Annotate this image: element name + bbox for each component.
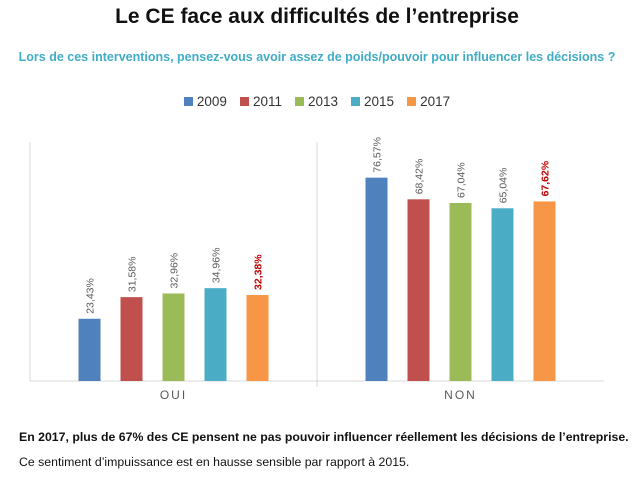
bar-non-2013 bbox=[449, 202, 472, 381]
data-label-non-2011: 68,42% bbox=[414, 159, 426, 195]
category-label-non: NON bbox=[444, 388, 477, 402]
legend-label-2017: 2017 bbox=[420, 94, 451, 109]
legend-label-2009: 2009 bbox=[196, 94, 227, 109]
legend-label-2011: 2011 bbox=[252, 94, 282, 109]
data-label-non-2017: 67,62% bbox=[540, 160, 552, 196]
legend-swatch-2009 bbox=[183, 97, 193, 106]
bar-non-2015 bbox=[491, 208, 514, 381]
legend-item-2011: 2011 bbox=[239, 94, 282, 109]
legend-item-2009: 2009 bbox=[183, 94, 227, 109]
legend-label-2015: 2015 bbox=[364, 94, 395, 109]
chart-legend: 2009 2011 2013 2015 2017 bbox=[0, 94, 634, 109]
note-conclusion: En 2017, plus de 67% des CE pensent ne p… bbox=[19, 430, 629, 444]
note-trend: Ce sentiment d’impuissance est en hausse… bbox=[19, 455, 410, 469]
bar-oui-2015 bbox=[204, 288, 227, 381]
data-label-non-2013: 67,04% bbox=[456, 162, 468, 198]
data-label-non-2009: 76,57% bbox=[372, 137, 384, 173]
bar-non-2017 bbox=[533, 201, 556, 381]
data-label-oui-2013: 32,96% bbox=[169, 253, 181, 289]
legend-item-2015: 2015 bbox=[351, 94, 394, 109]
bar-oui-2013 bbox=[162, 293, 185, 381]
legend-label-2013: 2013 bbox=[307, 94, 339, 109]
legend-item-2013: 2013 bbox=[294, 94, 339, 109]
chart-subtitle: Lors de ces interventions, pensez-vous a… bbox=[18, 50, 616, 64]
bar-oui-2017 bbox=[246, 295, 269, 381]
data-label-non-2015: 65,04% bbox=[498, 168, 510, 204]
data-label-oui-2011: 31,58% bbox=[127, 257, 139, 293]
bar-oui-2009 bbox=[78, 318, 101, 381]
chart-title: Le CE face aux difficultés de l’entrepri… bbox=[115, 5, 519, 28]
legend-swatch-2011 bbox=[239, 97, 249, 106]
data-label-oui-2017: 32,38% bbox=[253, 254, 265, 290]
legend-swatch-2015 bbox=[351, 97, 361, 106]
data-label-oui-2009: 23,43% bbox=[85, 278, 97, 314]
legend-swatch-2013 bbox=[294, 97, 304, 106]
data-label-oui-2015: 34,96% bbox=[211, 248, 223, 284]
bar-non-2011 bbox=[407, 199, 430, 381]
legend-swatch-2017 bbox=[407, 97, 417, 106]
bar-non-2009 bbox=[365, 177, 388, 381]
bar-oui-2011 bbox=[120, 297, 143, 381]
category-label-oui: OUI bbox=[160, 388, 187, 402]
legend-item-2017: 2017 bbox=[407, 94, 450, 109]
